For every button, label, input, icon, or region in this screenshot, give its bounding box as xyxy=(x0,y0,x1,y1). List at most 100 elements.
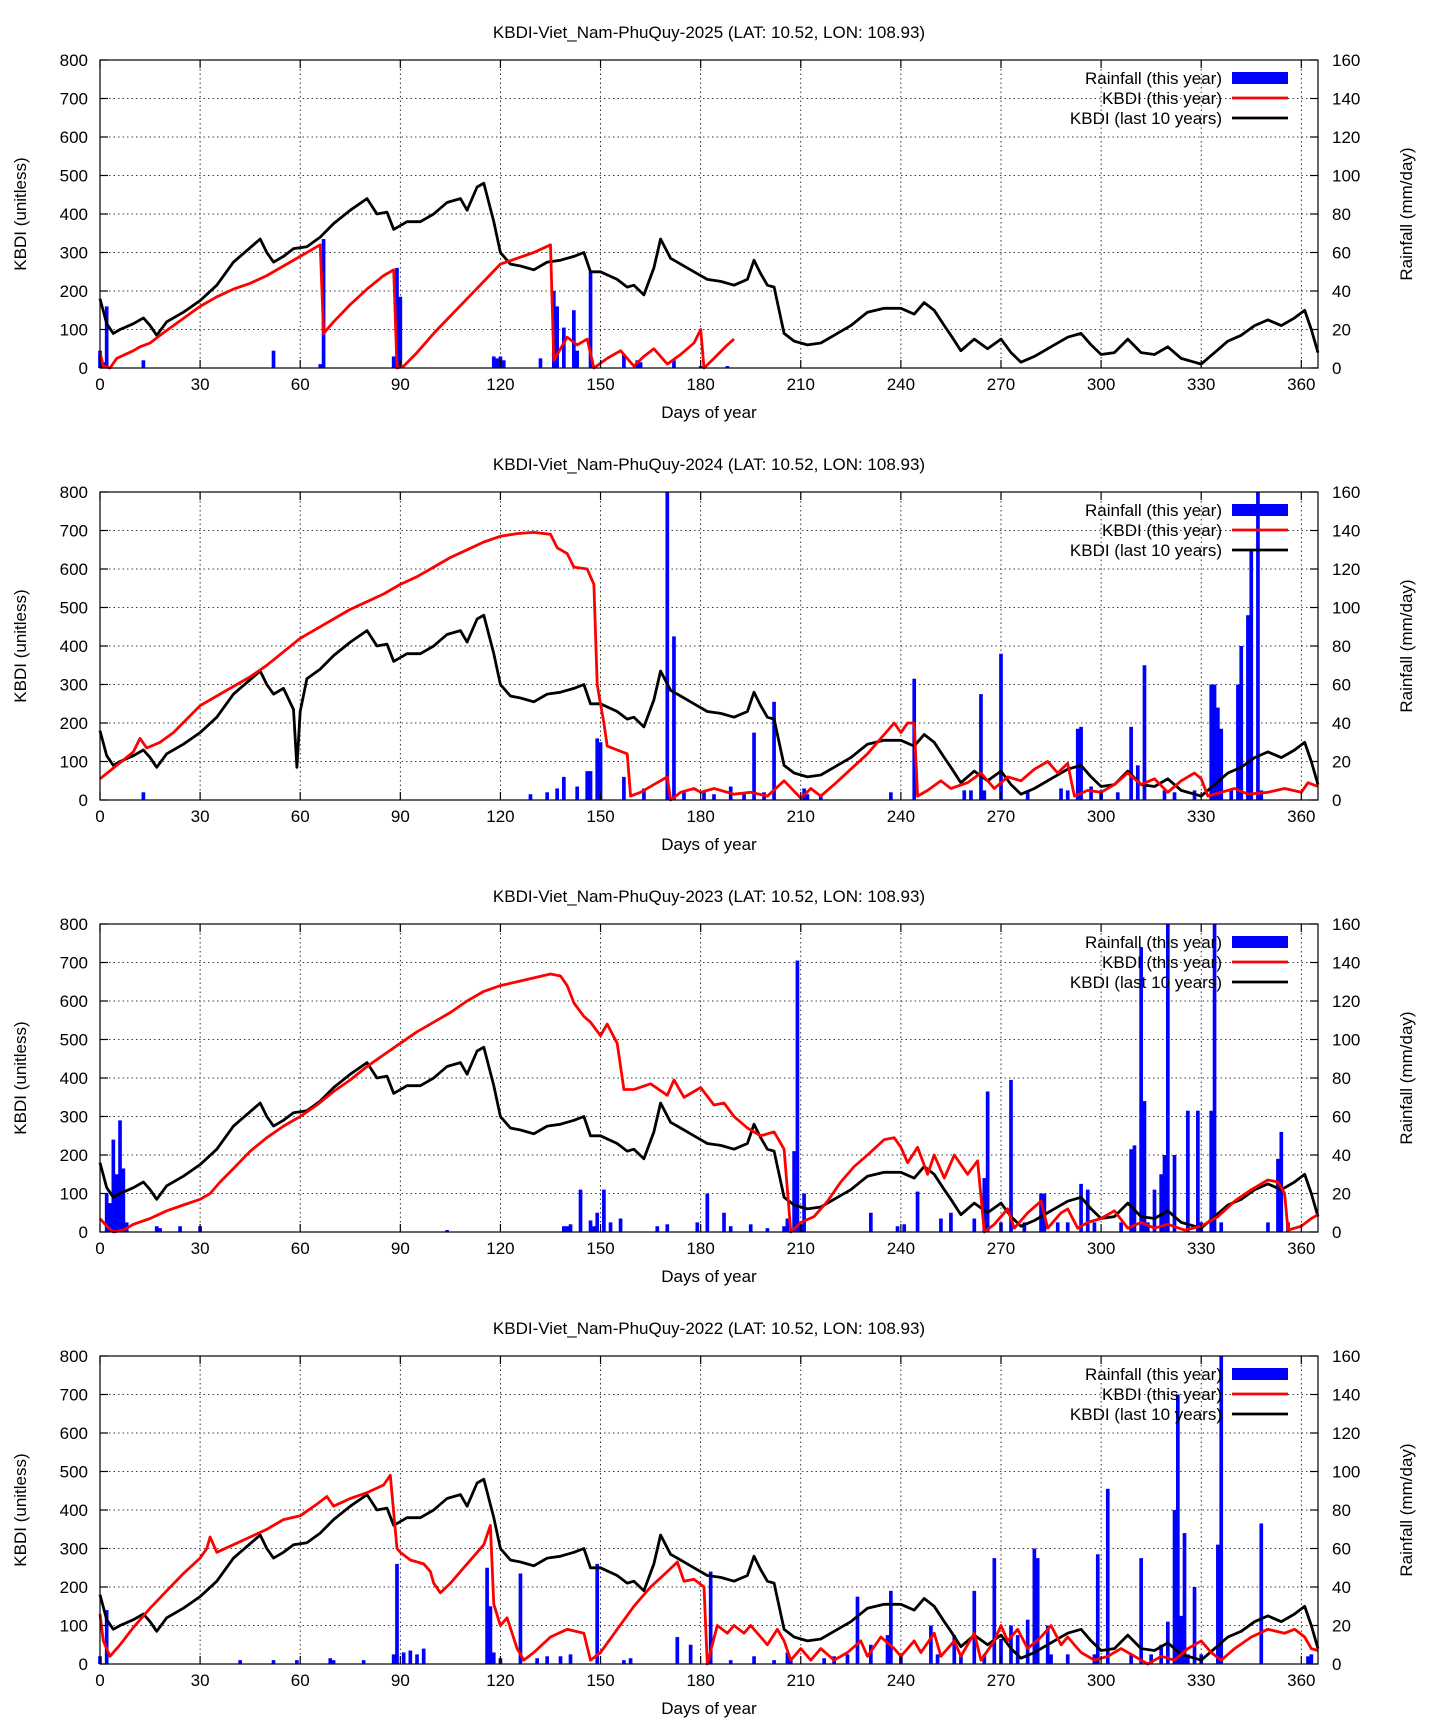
y2-tick-label: 160 xyxy=(1332,915,1360,934)
rainfall-bar xyxy=(1159,1644,1163,1664)
y2-tick-label: 140 xyxy=(1332,522,1360,541)
rainfall-bar xyxy=(154,1226,159,1232)
x-tick-label: 90 xyxy=(391,1671,410,1690)
rainfall-bar xyxy=(1186,1654,1190,1664)
rainfall-bar xyxy=(1249,549,1254,800)
rainfall-bar xyxy=(985,1091,990,1232)
chart-title: KBDI-Viet_Nam-PhuQuy-2024 (LAT: 10.52, L… xyxy=(493,455,925,474)
x-tick-label: 270 xyxy=(987,807,1015,826)
rainfall-bar xyxy=(1142,1101,1147,1232)
y-tick-label: 200 xyxy=(60,282,88,301)
chart-panel-0: KBDI-Viet_Nam-PhuQuy-2025 (LAT: 10.52, L… xyxy=(11,23,1416,422)
x-tick-label: 270 xyxy=(987,375,1015,394)
rainfall-bar xyxy=(1055,1222,1060,1232)
rainfall-bar xyxy=(568,1654,573,1664)
chart-title: KBDI-Viet_Nam-PhuQuy-2023 (LAT: 10.52, L… xyxy=(493,887,925,906)
y2-tick-label: 100 xyxy=(1332,1463,1360,1482)
x-tick-label: 120 xyxy=(486,1239,514,1258)
x-tick-label: 90 xyxy=(391,1239,410,1258)
rainfall-bar xyxy=(562,327,566,368)
rainfall-bar xyxy=(1159,1174,1163,1232)
rainfall-bar xyxy=(1236,684,1240,800)
y2-tick-label: 100 xyxy=(1332,599,1360,618)
rainfall-bar xyxy=(1229,790,1234,800)
rainfall-bar xyxy=(1075,728,1080,800)
x-tick-label: 150 xyxy=(586,375,614,394)
legend: Rainfall (this year)KBDI (this year)KBDI… xyxy=(1070,1365,1288,1424)
rainfall-bar xyxy=(855,1596,860,1664)
rainfall-bar xyxy=(518,1573,523,1664)
y-tick-label: 100 xyxy=(60,321,88,340)
legend-rainfall-swatch xyxy=(1232,936,1288,948)
rainfall-bar xyxy=(1115,792,1120,800)
rainfall-bar xyxy=(488,1606,493,1664)
y-tick-label: 0 xyxy=(79,1655,88,1674)
rainfall-bar xyxy=(588,271,593,368)
rainfall-bar xyxy=(1015,1635,1020,1664)
rainfall-bar xyxy=(1152,1189,1157,1232)
x-tick-label: 240 xyxy=(887,1239,915,1258)
x-tick-label: 210 xyxy=(787,807,815,826)
rainfall-bar xyxy=(528,794,533,800)
rainfall-bar xyxy=(1212,924,1217,1232)
rainfall-bar xyxy=(952,1635,957,1664)
rainfall-bars xyxy=(98,239,730,368)
rainfall-bars xyxy=(141,492,1264,800)
rainfall-bar xyxy=(688,1644,693,1664)
rainfall-bar xyxy=(158,1228,162,1232)
rainfall-bar xyxy=(328,1658,333,1664)
rainfall-bar xyxy=(501,360,506,368)
y-tick-label: 700 xyxy=(60,1386,88,1405)
y2-tick-label: 140 xyxy=(1332,954,1360,973)
x-tick-label: 360 xyxy=(1287,375,1315,394)
rainfall-bar xyxy=(665,492,670,800)
x-tick-label: 180 xyxy=(686,1239,714,1258)
rainfall-bar xyxy=(1095,1554,1100,1664)
rainfall-bar xyxy=(1009,1625,1013,1664)
rainfall-bar xyxy=(1166,924,1170,1232)
y-axis-label-left: KBDI (unitless) xyxy=(11,1021,30,1134)
x-tick-label: 330 xyxy=(1187,1671,1215,1690)
rainfall-bar xyxy=(1149,1654,1153,1664)
rainfall-bar xyxy=(1259,1523,1264,1664)
rainfall-bar xyxy=(1079,726,1083,800)
y2-tick-label: 0 xyxy=(1332,1655,1341,1674)
y-tick-label: 800 xyxy=(60,915,88,934)
rainfall-bar xyxy=(555,306,560,368)
y-axis-label-right: Rainfall (mm/day) xyxy=(1397,579,1416,712)
x-tick-label: 150 xyxy=(586,1239,614,1258)
rainfall-bar xyxy=(398,296,403,368)
y2-tick-label: 60 xyxy=(1332,1108,1351,1127)
rainfall-bar xyxy=(141,792,146,800)
rainfall-bar xyxy=(104,306,109,368)
y-tick-label: 0 xyxy=(79,791,88,810)
rainfall-bar xyxy=(1025,790,1030,800)
rainfall-bar xyxy=(1065,790,1070,800)
x-tick-label: 300 xyxy=(1087,807,1115,826)
x-tick-label: 30 xyxy=(191,1239,210,1258)
rainfall-bar xyxy=(391,356,396,368)
y2-tick-label: 60 xyxy=(1332,244,1351,263)
y-tick-label: 100 xyxy=(60,1185,88,1204)
rainfall-bar xyxy=(578,1189,583,1232)
rainfall-bar xyxy=(1162,790,1167,800)
y2-tick-label: 0 xyxy=(1332,359,1341,378)
legend-kbdi-this-year-label: KBDI (this year) xyxy=(1102,953,1222,972)
x-tick-label: 270 xyxy=(987,1671,1015,1690)
y-tick-label: 400 xyxy=(60,1069,88,1088)
rainfall-bar xyxy=(695,1222,700,1232)
rainfall-bar xyxy=(622,776,626,800)
y2-tick-label: 80 xyxy=(1332,1501,1351,1520)
rainfall-bar xyxy=(618,1218,623,1232)
y-tick-label: 500 xyxy=(60,167,88,186)
y-axis-label-right: Rainfall (mm/day) xyxy=(1397,1443,1416,1576)
rainfall-bar xyxy=(491,1652,496,1664)
y-tick-label: 600 xyxy=(60,992,88,1011)
rainfall-bar xyxy=(1025,1619,1030,1664)
x-tick-label: 30 xyxy=(191,807,210,826)
rainfall-bar xyxy=(772,701,776,800)
y2-tick-label: 40 xyxy=(1332,282,1351,301)
rainfall-bar xyxy=(979,694,983,800)
rainfall-bar xyxy=(1065,1222,1070,1232)
x-tick-label: 180 xyxy=(686,375,714,394)
